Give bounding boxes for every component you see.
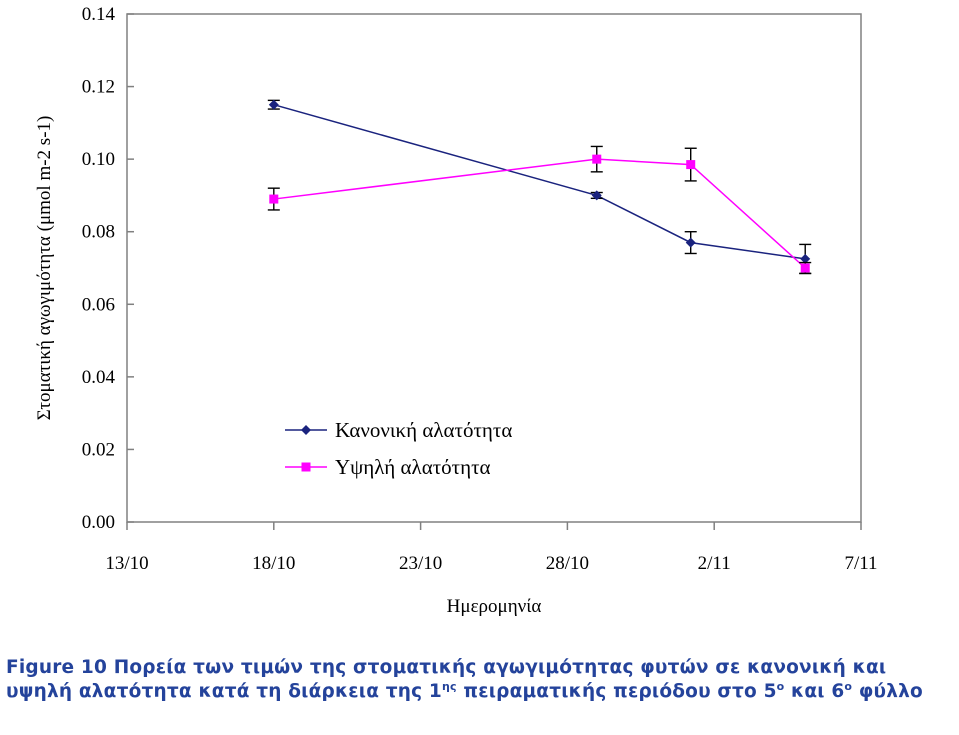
caption-sup-2: ο <box>776 679 785 693</box>
data-point <box>800 253 811 264</box>
y-tick-label: 0.14 <box>82 4 116 25</box>
series-line <box>273 103 806 260</box>
legend-label: Κανονική αλατότητα <box>335 418 512 442</box>
y-tick-label: 0.04 <box>82 367 116 388</box>
figure-caption: Figure 10 Πορεία των τιμών της στοματική… <box>6 656 956 704</box>
data-point <box>269 194 279 204</box>
plot-frame <box>126 13 862 523</box>
legend-marker <box>301 462 311 472</box>
y-tick-label: 0.08 <box>82 222 115 243</box>
series-2 <box>267 145 812 275</box>
series-layer <box>267 99 812 275</box>
data-point <box>591 190 602 201</box>
series-line <box>273 158 806 269</box>
caption-sup-1: ης <box>442 679 457 693</box>
data-point <box>268 99 279 110</box>
data-point <box>800 263 810 273</box>
caption-text-3: και 6 <box>784 681 845 702</box>
line-chart: 0.00 0.02 0.04 0.06 0.08 0.10 0.12 0.14 13/10 18… <box>34 4 878 617</box>
series-1 <box>267 99 812 275</box>
y-axis: 0.00 0.02 0.04 0.06 0.08 0.10 0.12 0.14 <box>82 4 134 533</box>
data-point <box>686 160 696 170</box>
x-tick-label: 28/10 <box>546 553 589 574</box>
caption-sup-3: ο <box>844 679 853 693</box>
data-point <box>685 237 696 248</box>
y-tick-label: 0.00 <box>82 512 115 533</box>
x-tick-label: 2/11 <box>698 553 731 574</box>
x-axis-label: Ημερομηνία <box>447 596 542 617</box>
x-axis: 13/10 18/10 23/10 28/10 2/11 7/11 <box>105 522 878 574</box>
caption-text-4: φύλλο <box>852 681 923 702</box>
x-tick-label: 23/10 <box>399 553 442 574</box>
y-tick-label: 0.12 <box>82 77 115 98</box>
data-point <box>592 154 602 164</box>
x-tick-label: 13/10 <box>105 553 148 574</box>
y-tick-label: 0.02 <box>82 439 115 460</box>
y-tick-label: 0.06 <box>82 294 115 315</box>
x-tick-label: 18/10 <box>252 553 295 574</box>
caption-text-2: πειραματικής περιόδου στο 5 <box>456 681 777 702</box>
x-tick-label: 7/11 <box>844 553 877 574</box>
y-tick-label: 0.10 <box>82 149 115 170</box>
y-axis-label: Στοματική αγωγιμότητα (μmol m-2 s-1) <box>34 116 55 421</box>
legend: Κανονική αλατότητα Υψηλή αλατότητα <box>285 418 512 479</box>
legend-label: Υψηλή αλατότητα <box>335 455 491 479</box>
caption-text-1: Figure 10 Πορεία των τιμών της στοματική… <box>6 657 887 702</box>
legend-marker <box>301 425 311 435</box>
